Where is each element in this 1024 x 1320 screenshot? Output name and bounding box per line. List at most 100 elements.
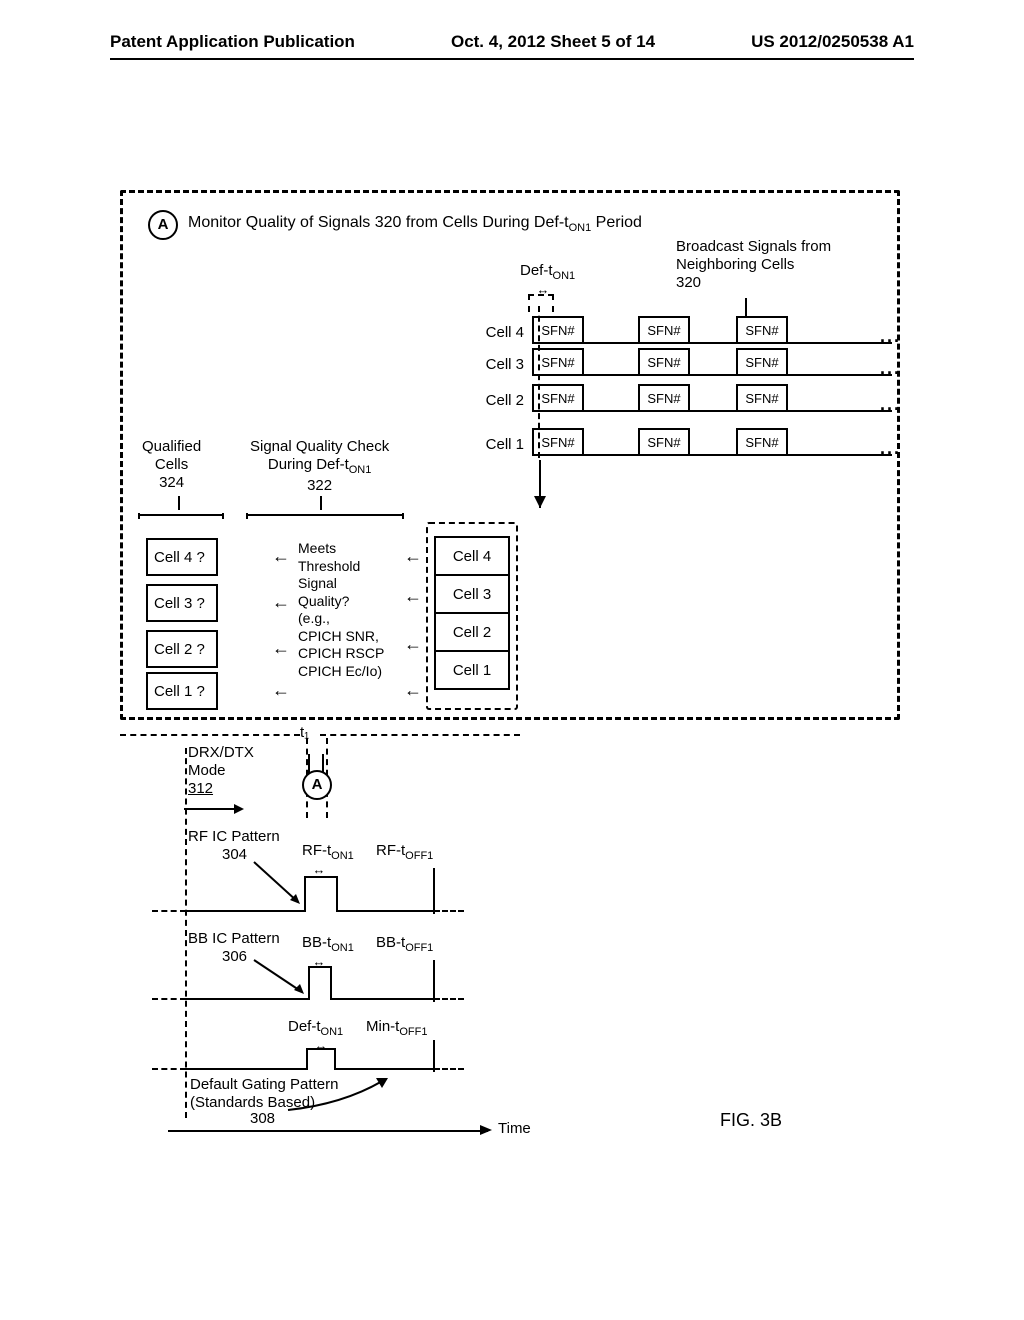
rf-baseline-post [434,910,464,912]
def-baseline-post [434,1068,464,1070]
figure-3b: A Monitor Quality of Signals 320 from Ce… [120,190,900,1130]
cell1-label: Cell 1 [486,436,524,453]
figure-label: FIG. 3B [720,1110,782,1131]
quality-criteria: Meets Threshold Signal Quality? (e.g., C… [298,540,384,680]
bb-num: 306 [222,948,247,966]
rf-num-arrow [250,858,306,910]
cell3-label: Cell 3 [486,356,524,373]
rf-baseline-1 [186,910,304,912]
rf-num: 304 [222,846,247,864]
cell3-baseline [532,374,892,376]
header-center: Oct. 4, 2012 Sheet 5 of 14 [451,32,655,52]
bb-baseline-2 [332,998,434,1000]
page-header: Patent Application Publication Oct. 4, 2… [0,32,1024,52]
bb-baseline-post [434,998,464,1000]
stack-cell2: Cell 2 [434,612,510,652]
broadcast-label: Broadcast Signals from Neighboring Cells… [676,238,831,292]
rf-off-label: RF-tOFF1 [376,842,433,863]
stack-cell4: Cell 4 [434,536,510,576]
rf-end-tick [433,868,435,914]
default-num-arrow [284,1074,394,1116]
cell4-ellipsis: ... [880,326,901,347]
cell2-ellipsis: ... [880,394,901,415]
qualified-brace [138,514,224,522]
arrow-qual4: ← [272,546,290,567]
cell3-ellipsis: ... [880,358,901,379]
arrow-qual2: ← [272,638,290,659]
cell2-baseline [532,410,892,412]
arrow-qual3: ← [272,592,290,613]
time-arrowhead [480,1122,500,1138]
def-baseline-2 [336,1068,434,1070]
t1-dashed-left [120,734,300,736]
qual-cell2: Cell 2 ? [146,630,218,668]
cell2-label: Cell 2 [486,392,524,409]
arrow-stack2: ← [404,634,422,655]
header-rule [110,58,914,60]
def-baseline-pre [152,1068,186,1070]
rf-baseline-2 [338,910,434,912]
rf-label: RF IC Pattern [188,828,280,846]
time-label: Time [498,1120,531,1138]
default-num: 308 [250,1110,275,1128]
arrow-stack4: ← [404,546,422,567]
qualified-label: Qualified Cells 324 [142,438,201,492]
bb-num-arrow [250,956,310,998]
def-on-label: Def-tON1 [288,1018,343,1039]
arrow-stack3: ← [404,586,422,607]
qual-cell1: Cell 1 ? [146,672,218,710]
broadcast-leader [745,298,747,316]
qualified-leader [178,496,180,510]
bb-off-label: BB-tOFF1 [376,934,433,955]
section-a-title: Monitor Quality of Signals 320 from Cell… [188,214,642,234]
def-baseline-1 [186,1068,306,1070]
rf-on-measure: ↔ [304,862,334,877]
bb-baseline-pre [152,998,186,1000]
min-off-label: Min-tOFF1 [366,1018,427,1039]
stack-cell3: Cell 3 [434,574,510,614]
sqcheck-brace [246,514,404,522]
cell-stack: Cell 4 Cell 3 Cell 2 Cell 1 [434,538,510,690]
cell3-sfn2: SFN# [638,348,690,376]
t1-dashed-right [320,734,520,736]
bb-on-label: BB-tON1 [302,934,354,955]
cell4-sfn3: SFN# [736,316,788,344]
bb-baseline-1 [186,998,308,1000]
rf-baseline-pre [152,910,186,912]
cell3-sfn3: SFN# [736,348,788,376]
cell4-label: Cell 4 [486,324,524,341]
marker-a-top: A [148,210,178,240]
qual-cell4: Cell 4 ? [146,538,218,576]
rf-on-label: RF-tON1 [302,842,354,863]
sqcheck-label: Signal Quality Check During Def-tON1 322 [250,438,389,495]
header-left: Patent Application Publication [110,32,355,52]
cell1-sfn3: SFN# [736,428,788,456]
arrow-stack1: ← [404,680,422,701]
def-end-tick [433,1040,435,1072]
cell1-baseline [532,454,892,456]
bb-end-tick [433,960,435,1002]
arrow-qual1: ← [272,680,290,701]
header-right: US 2012/0250538 A1 [751,32,914,52]
bb-pulse [308,966,332,1000]
cell2-sfn3: SFN# [736,384,788,412]
cell2-sfn2: SFN# [638,384,690,412]
time-axis [168,1130,488,1132]
cell1-sfn2: SFN# [638,428,690,456]
cell4-baseline [532,342,892,344]
rf-pulse [304,876,338,912]
drx-arrow-right [182,802,252,816]
stack-cell1: Cell 1 [434,650,510,690]
def-pulse [306,1048,336,1070]
deft-leader-left [538,306,540,458]
sqcheck-leader [320,496,322,510]
qual-cell3: Cell 3 ? [146,584,218,622]
arrow-to-stack [520,458,560,518]
marker-a-bottom: A [302,770,332,800]
cell1-ellipsis: ... [880,438,901,459]
drx-label: DRX/DTX Mode 312 [188,744,254,798]
bb-label: BB IC Pattern [188,930,280,948]
cell4-sfn2: SFN# [638,316,690,344]
deft-window-bracket [528,294,554,312]
deft-label-top: Def-tON1 [520,262,575,283]
